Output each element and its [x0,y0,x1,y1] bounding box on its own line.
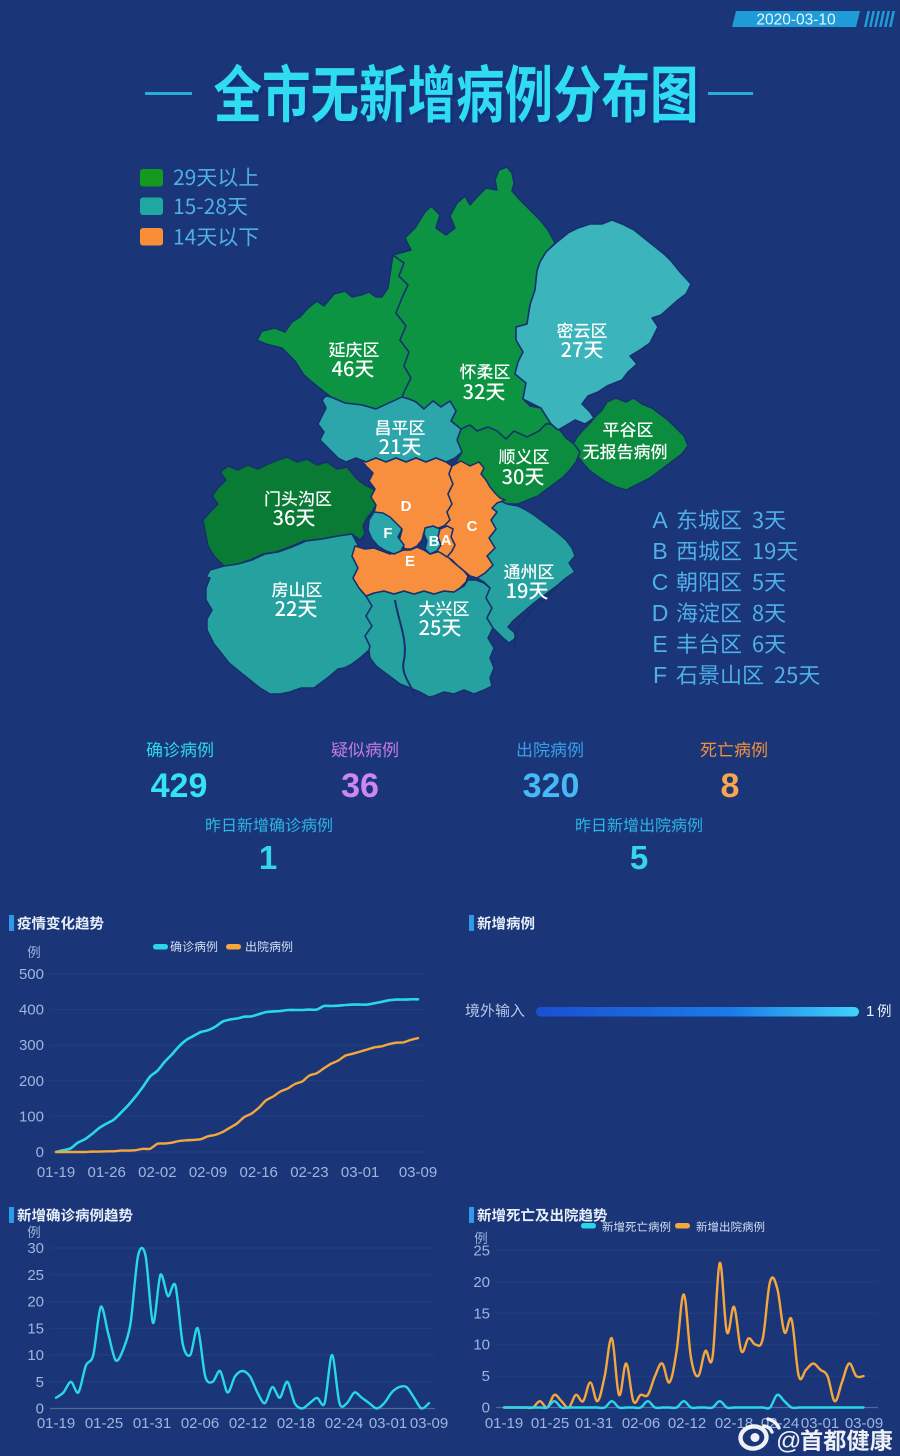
svg-text:02-09: 02-09 [189,1164,227,1181]
svg-text:01-31: 01-31 [575,1415,613,1432]
svg-text:02-06: 02-06 [181,1415,219,1432]
svg-text:01-25: 01-25 [85,1415,123,1432]
svg-text:36: 36 [341,767,379,805]
svg-text:F: F [383,525,392,542]
svg-text:D: D [401,498,412,515]
svg-text:01-26: 01-26 [87,1164,125,1181]
svg-text:5: 5 [630,839,648,876]
svg-text:25: 25 [473,1243,490,1260]
svg-text:E: E [652,631,667,657]
svg-text:B: B [652,538,667,564]
svg-text:0: 0 [482,1400,490,1417]
svg-text:F: F [653,662,667,688]
svg-text:1: 1 [866,1003,874,1020]
svg-text:03-09: 03-09 [845,1415,883,1432]
svg-text:B: B [429,533,440,550]
svg-text:20: 20 [473,1274,490,1291]
svg-text:01-19: 01-19 [37,1415,75,1432]
svg-text:8: 8 [721,767,740,805]
svg-text:02-16: 02-16 [240,1164,278,1181]
svg-text:03-01: 03-01 [341,1164,379,1181]
svg-text:429: 429 [151,767,208,805]
svg-text:E: E [405,553,415,570]
svg-text:400: 400 [19,1002,44,1019]
svg-text:2020-03-10: 2020-03-10 [756,12,836,29]
svg-text:03-09: 03-09 [399,1164,437,1181]
svg-text:30: 30 [27,1240,44,1257]
svg-text:15: 15 [27,1320,44,1337]
svg-text:500: 500 [19,966,44,983]
svg-text:20: 20 [27,1294,44,1311]
svg-text:200: 200 [19,1073,44,1090]
svg-text:0: 0 [36,1144,44,1161]
svg-text:02-12: 02-12 [668,1415,706,1432]
svg-text:C: C [467,518,478,535]
svg-text:02-18: 02-18 [715,1415,753,1432]
svg-text:5: 5 [482,1368,490,1385]
svg-text:A: A [441,532,452,549]
svg-text:02-06: 02-06 [622,1415,660,1432]
svg-text:10: 10 [27,1347,44,1364]
svg-text:@: @ [776,1427,801,1455]
svg-text:5: 5 [36,1374,44,1391]
svg-text:03-01: 03-01 [801,1415,839,1432]
svg-text:C: C [652,569,669,595]
svg-text:01-25: 01-25 [531,1415,569,1432]
svg-text:01-19: 01-19 [485,1415,523,1432]
svg-text:0: 0 [36,1401,44,1418]
svg-text:03-09: 03-09 [410,1415,448,1432]
svg-text:300: 300 [19,1037,44,1054]
svg-text:320: 320 [523,767,580,805]
svg-text:15: 15 [473,1305,490,1322]
svg-text:03-01: 03-01 [369,1415,407,1432]
svg-text:25: 25 [27,1267,44,1284]
svg-text:10: 10 [473,1337,490,1354]
svg-text:01-19: 01-19 [37,1164,75,1181]
svg-text:02-02: 02-02 [138,1164,176,1181]
svg-text:01-31: 01-31 [133,1415,171,1432]
svg-text:02-23: 02-23 [290,1164,328,1181]
svg-text:D: D [652,600,669,626]
svg-text:02-18: 02-18 [277,1415,315,1432]
svg-text:02-24: 02-24 [325,1415,363,1432]
svg-text:A: A [652,507,668,533]
svg-text:100: 100 [19,1108,44,1125]
svg-text:1: 1 [259,839,277,876]
svg-text:02-12: 02-12 [229,1415,267,1432]
